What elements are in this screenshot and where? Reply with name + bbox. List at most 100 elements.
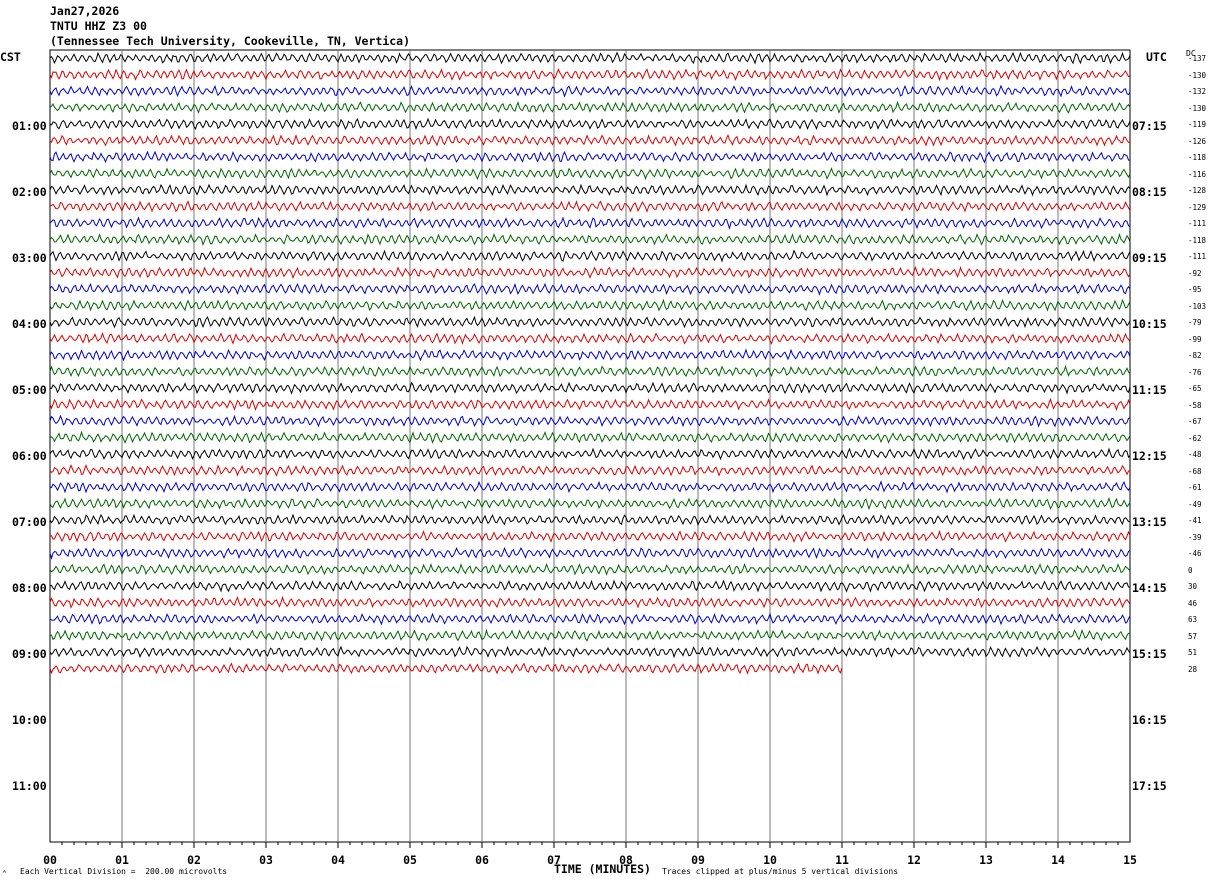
seismic-trace <box>49 216 1131 230</box>
dc-offset-value: -130 <box>1188 70 1207 80</box>
hour-label-cst: 08:00 <box>12 581 47 595</box>
hour-label-utc: 07:15 <box>1132 119 1167 133</box>
seismic-trace <box>49 579 1131 593</box>
seismic-trace <box>49 381 1131 395</box>
dc-offset-value: -62 <box>1188 433 1202 443</box>
hour-label-utc: 13:15 <box>1132 515 1167 529</box>
dc-offset-value: -41 <box>1188 516 1202 525</box>
dc-offset-value: -118 <box>1188 153 1207 162</box>
x-tick-label: 04 <box>331 853 345 867</box>
x-tick-label: 02 <box>187 853 201 867</box>
dc-offset-value: 63 <box>1188 615 1198 624</box>
x-tick-label: 11 <box>835 853 849 867</box>
hour-label-utc: 09:15 <box>1132 251 1167 265</box>
seismic-trace <box>49 365 1131 378</box>
seismic-trace <box>49 315 1131 329</box>
seismic-trace <box>49 249 1131 263</box>
dc-offset-value: -137 <box>1188 54 1207 63</box>
seismic-trace <box>49 117 1131 131</box>
seismic-trace <box>49 68 1131 82</box>
x-tick-label: 01 <box>115 853 129 867</box>
dc-offset-value: -111 <box>1188 252 1207 261</box>
dc-offset-value: -95 <box>1188 285 1202 294</box>
hour-label-cst: 09:00 <box>12 647 47 661</box>
hour-label-cst: 01:00 <box>12 119 47 133</box>
hour-label-cst: 11:00 <box>12 779 47 793</box>
left-timezone: CST <box>0 50 21 64</box>
seismic-trace <box>49 167 1131 181</box>
seismic-trace <box>49 612 1131 626</box>
dc-offset-value: -132 <box>1188 87 1207 96</box>
dc-offset-value: -116 <box>1188 169 1207 179</box>
seismic-trace <box>49 397 1131 412</box>
seismic-trace <box>49 348 1131 362</box>
clip-note: Traces clipped at plus/minus 5 vertical … <box>662 867 899 876</box>
x-tick-label: 06 <box>475 853 489 867</box>
dc-offset-value: -58 <box>1188 400 1202 410</box>
seismic-trace <box>49 331 1131 345</box>
hour-label-utc: 17:15 <box>1132 779 1167 793</box>
hour-label-utc: 10:15 <box>1132 317 1167 331</box>
seismic-trace <box>49 133 1131 147</box>
dc-offset-value: 28 <box>1188 664 1198 674</box>
hour-label-cst: 05:00 <box>12 383 47 397</box>
seismic-trace <box>49 645 1131 659</box>
x-tick-label: 12 <box>907 853 921 867</box>
seismic-trace <box>49 265 1131 280</box>
dc-offset-value: -129 <box>1188 202 1207 212</box>
seismic-trace <box>49 414 1131 428</box>
seismic-trace <box>49 183 1131 197</box>
dc-offset-value: -48 <box>1188 450 1202 459</box>
hour-label-utc: 14:15 <box>1132 581 1167 595</box>
dc-offset-value: -82 <box>1188 351 1202 360</box>
header-location: (Tennessee Tech University, Cookeville, … <box>50 34 411 48</box>
hour-label-cst: 04:00 <box>12 317 47 331</box>
dc-offset-value: -68 <box>1188 466 1202 476</box>
hour-label-cst: 07:00 <box>12 515 47 529</box>
right-timezone: UTC <box>1146 50 1167 64</box>
dc-offset-value: -130 <box>1188 103 1207 113</box>
dc-offset-value: -103 <box>1188 301 1207 311</box>
x-tick-label: 13 <box>979 853 993 867</box>
dc-offset-value: -39 <box>1188 532 1202 542</box>
dc-offset-value: -99 <box>1188 334 1202 344</box>
dc-offset-value: -46 <box>1188 549 1202 558</box>
hour-label-utc: 12:15 <box>1132 449 1167 463</box>
dc-offset-value: 0 <box>1188 565 1193 575</box>
seismic-trace <box>49 628 1131 642</box>
x-tick-label: 10 <box>763 853 777 867</box>
seismic-trace <box>49 430 1131 445</box>
dc-offset-value: -67 <box>1188 417 1202 426</box>
dc-offset-value: -76 <box>1188 367 1202 377</box>
dc-offset-value: -49 <box>1188 499 1202 509</box>
dc-offset-value: 30 <box>1188 582 1198 591</box>
hour-label-utc: 15:15 <box>1132 647 1167 661</box>
seismic-trace <box>49 447 1131 461</box>
x-tick-label: 14 <box>1051 853 1065 867</box>
hour-label-cst: 10:00 <box>12 713 47 727</box>
header-station: TNTU HHZ Z3 00 <box>50 19 147 33</box>
x-axis-label: TIME (MINUTES) <box>554 862 651 876</box>
dc-offset-value: 46 <box>1188 598 1198 608</box>
hour-label-utc: 11:15 <box>1132 383 1167 397</box>
seismic-trace <box>49 298 1131 312</box>
seismic-trace <box>49 463 1131 477</box>
dc-offset-value: 57 <box>1188 631 1198 641</box>
seismic-trace <box>49 480 1131 494</box>
seismic-trace <box>49 282 1131 296</box>
x-tick-label: 15 <box>1123 853 1137 867</box>
x-tick-label: 05 <box>403 853 417 867</box>
seismic-trace <box>49 529 1131 543</box>
dc-offset-value: -92 <box>1188 268 1202 278</box>
dc-offset-value: -61 <box>1188 483 1202 492</box>
dc-offset-value: -119 <box>1188 120 1207 129</box>
seismic-trace <box>49 546 1131 560</box>
seismic-trace <box>49 150 1130 164</box>
dc-label: DC <box>1186 49 1196 58</box>
dc-offset-value: -111 <box>1188 219 1207 228</box>
seismic-trace <box>49 513 1131 527</box>
dc-offset-value: -126 <box>1188 136 1207 146</box>
dc-offset-value: -79 <box>1188 318 1202 327</box>
dc-offset-value: -128 <box>1188 186 1207 195</box>
